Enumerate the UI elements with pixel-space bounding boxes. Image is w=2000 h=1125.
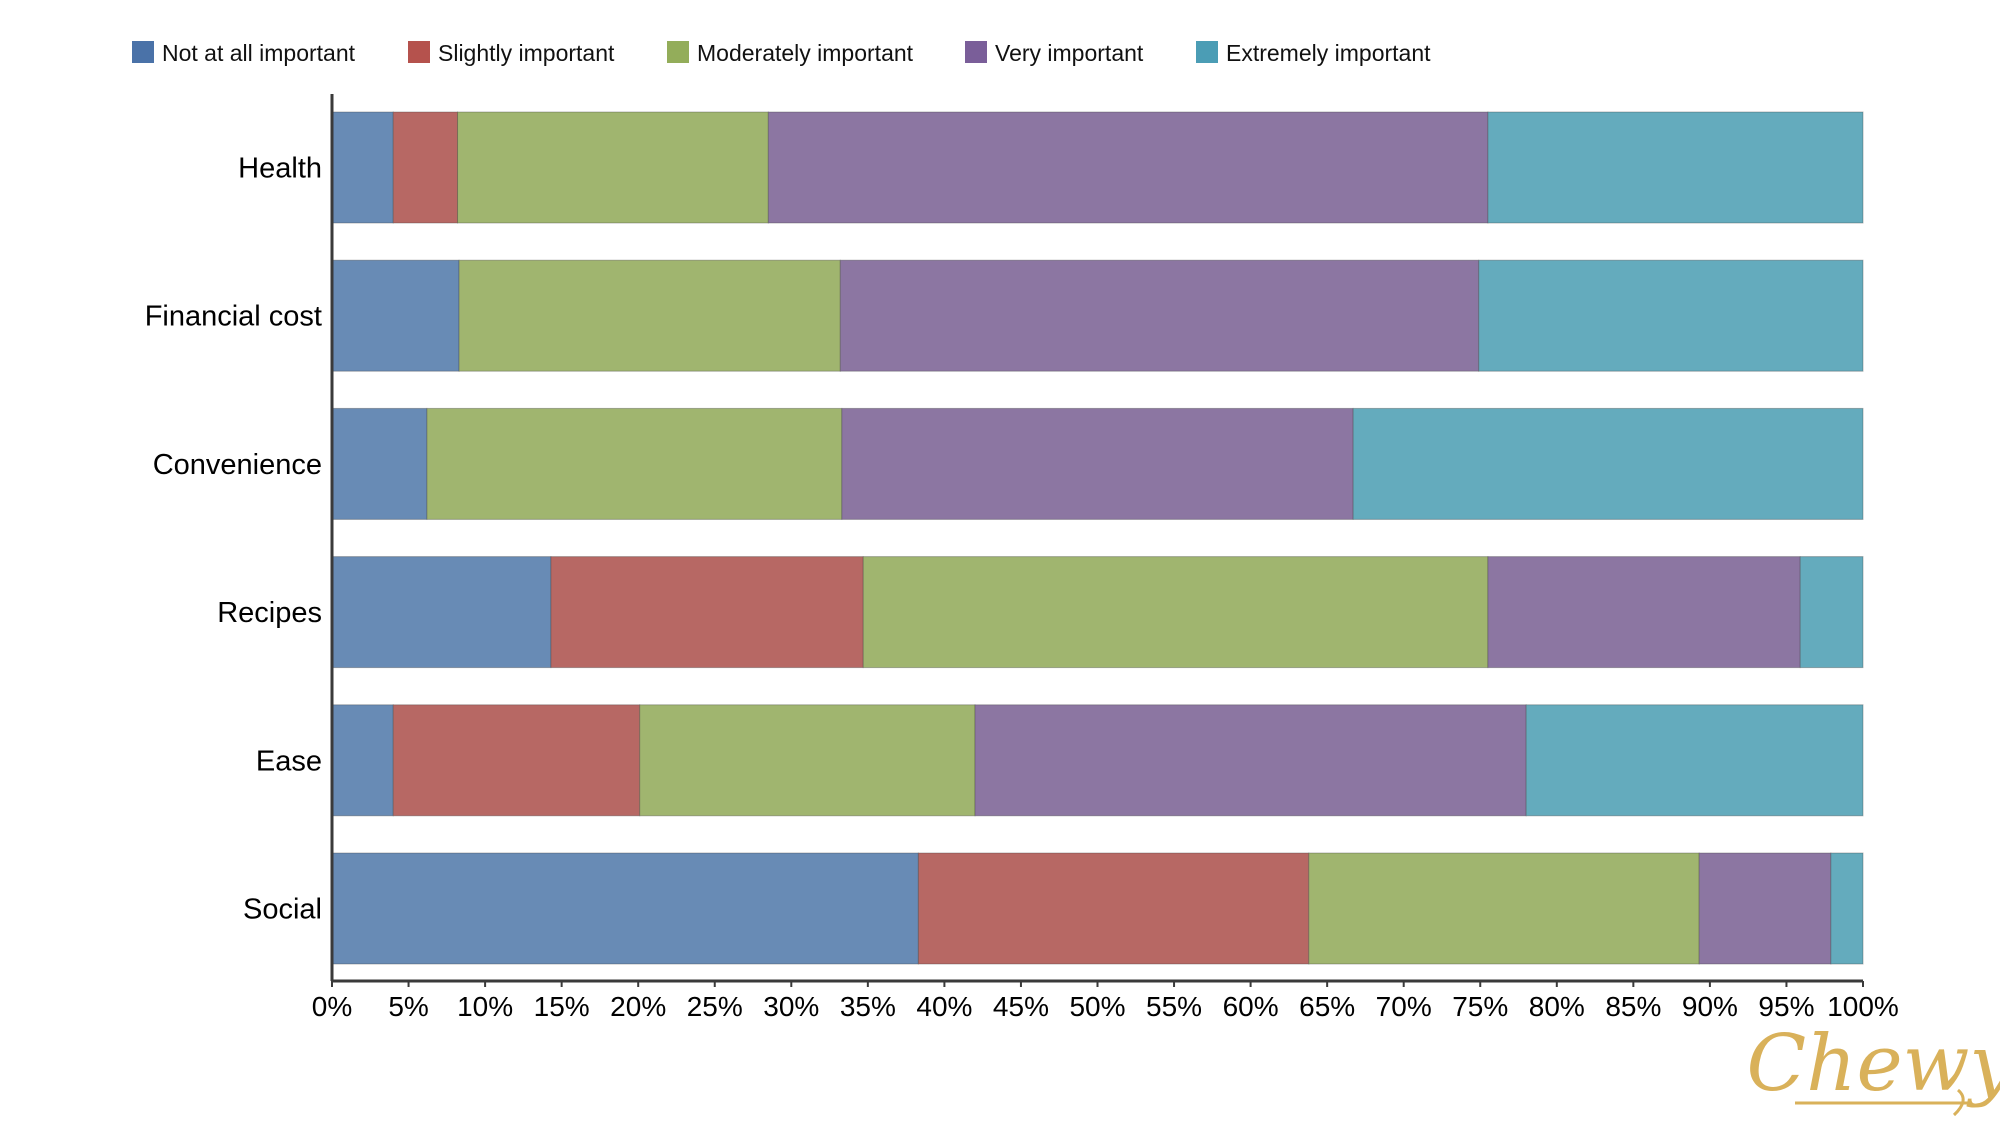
bar-segment [1487,556,1801,669]
x-tick-label: 65% [1299,991,1355,1022]
x-tick-label: 5% [388,991,428,1022]
category-label: Convenience [153,449,322,481]
bar-segment [1352,407,1864,520]
bar-segment [550,556,864,669]
category-label: Ease [256,745,322,777]
bar-segment [331,111,394,224]
legend-swatch [965,41,987,63]
bar-segment [331,556,552,669]
bar-segment [1525,704,1864,817]
bar-segment [1830,852,1864,965]
category-label: Social [243,894,322,926]
bar-segment [1799,556,1864,669]
x-tick-label: 50% [1069,991,1125,1022]
x-tick-label: 75% [1452,991,1508,1022]
x-tick-label: 60% [1223,991,1279,1022]
x-tick-label: 55% [1146,991,1202,1022]
bar-segment [862,556,1489,669]
bar-segment [457,111,769,224]
x-tick-label: 100% [1827,991,1899,1022]
legend-swatch [1196,41,1218,63]
x-tick-label: 15% [534,991,590,1022]
category-label: Financial cost [145,301,322,333]
x-tick-label: 35% [840,991,896,1022]
x-tick-label: 85% [1605,991,1661,1022]
x-tick-label: 40% [916,991,972,1022]
x-tick-label: 90% [1682,991,1738,1022]
legend-swatch [132,41,154,63]
legend-label: Not at all important [162,40,356,66]
legend-swatch [667,41,689,63]
brand-text: Chewy [1747,1019,2000,1109]
axes [330,94,1863,983]
legend-label: Moderately important [697,40,914,66]
bar-segment [331,259,460,372]
x-tick-label: 0% [312,991,352,1022]
bar-segment [458,259,841,372]
bar-segment [767,111,1489,224]
category-label: Health [238,153,322,185]
bar-segment [392,704,641,817]
bar-segment [1487,111,1864,224]
bar-segment [392,111,459,224]
plot-bars [331,111,1864,965]
x-tick-label: 30% [763,991,819,1022]
x-tick-label: 80% [1529,991,1585,1022]
x-tick-label: 20% [610,991,666,1022]
x-tick-label: 95% [1758,991,1814,1022]
bar-segment [974,704,1527,817]
bar-segment [331,704,394,817]
x-tick-label: 70% [1376,991,1432,1022]
x-tick-label: 25% [687,991,743,1022]
bar-segment [841,407,1354,520]
bar-segment [917,852,1310,965]
legend: Not at all important Slightly important Mo… [132,40,1431,66]
category-label: Recipes [217,597,322,629]
legend-label: Very important [995,40,1144,66]
bar-segment [1308,852,1700,965]
x-tick-label: 10% [457,991,513,1022]
category-labels: Health Financial cost Convenience Recipes Ea… [145,153,322,926]
x-tick-label: 45% [993,991,1049,1022]
legend-swatch [408,41,430,63]
chewy-logo: Chewy [1747,1019,2000,1117]
bar-segment [639,704,976,817]
x-axis-ticks: 0% 5% 10% 15% 20% 25% 30% 35% 40% 45% 50% 55% 60% 65%… [312,981,1899,1022]
bar-segment [331,852,919,965]
bar-segment [1698,852,1832,965]
bar-segment [1478,259,1864,372]
bar-segment [426,407,843,520]
bar-segment [839,259,1480,372]
legend-label: Slightly important [438,40,615,66]
legend-label: Extremely important [1226,40,1431,66]
bar-segment [331,407,428,520]
